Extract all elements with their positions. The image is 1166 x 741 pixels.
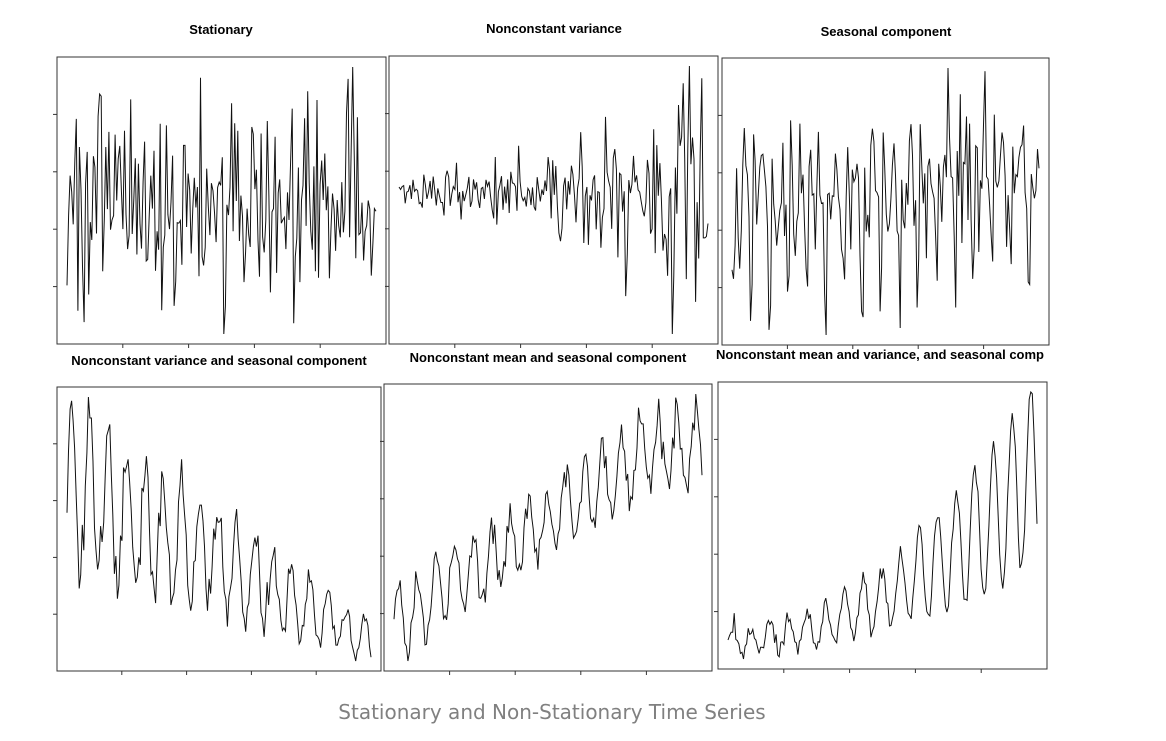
panel-title: Nonconstant variance and seasonal compon… [71,353,367,368]
panel-title: Stationary [189,22,253,37]
plot-frame [721,57,1050,346]
figure-caption: Stationary and Non-Stationary Time Serie… [338,700,766,724]
panel-title: Seasonal component [821,24,952,39]
panel-nonconstant-variance-seasonal: Nonconstant variance and seasonal compon… [56,353,382,672]
panel-nonconstant-mean-seasonal: Nonconstant mean and seasonal component [383,350,713,672]
plot-frame [717,381,1048,670]
panel-seasonal-component: Seasonal component [721,24,1050,346]
y-axis-ticks [53,113,985,675]
plot-frame [383,383,713,672]
series-line [393,393,703,662]
plot-frame [388,55,719,345]
series-line [66,396,372,662]
plot-frame [56,386,382,672]
series-line [731,67,1040,336]
panel-title: Nonconstant mean and seasonal component [410,350,687,365]
plot-frame [56,56,387,345]
panel-title: Nonconstant variance [486,21,622,36]
panel-nonconstant-mean-variance-seasonal: Nonconstant mean and variance, and seaso… [716,347,1048,670]
series-line [66,66,377,335]
series-line [727,390,1038,660]
time-series-figure: Stationary Nonconstant variance Seasonal… [53,21,1050,675]
panel-nonconstant-variance: Nonconstant variance [388,21,719,345]
panel-title: Nonconstant mean and variance, and seaso… [716,347,1044,362]
panel-stationary: Stationary [56,22,387,345]
series-line [398,65,709,335]
